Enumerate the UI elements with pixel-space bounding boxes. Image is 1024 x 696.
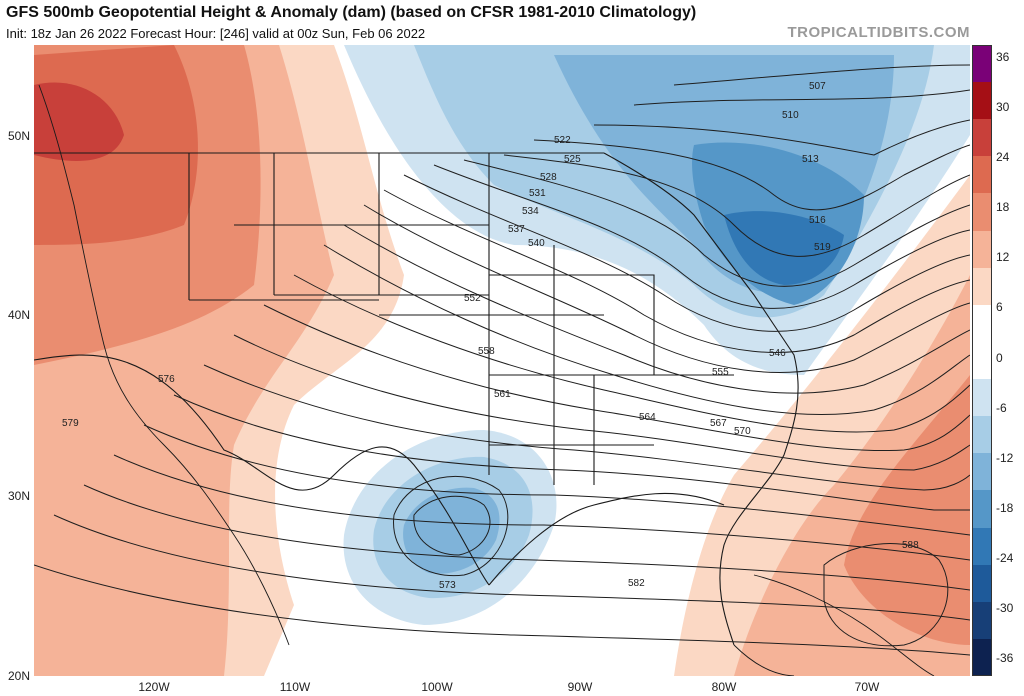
map-svg: 507 510 513 516 519 522 525 528 531 534 … [34, 45, 970, 676]
lat-label: 20N [7, 669, 30, 683]
colorbar-tick-label: 36 [996, 50, 1010, 64]
colorbar-swatch [972, 156, 992, 194]
contour-label: 576 [158, 374, 175, 385]
colorbar-swatch [972, 490, 992, 529]
coastlines [38, 84, 935, 676]
political-borders [34, 152, 799, 646]
contour-label: 546 [769, 348, 786, 359]
anomaly-map: 507 510 513 516 519 522 525 528 531 534 … [34, 45, 970, 676]
contour-label: 522 [554, 135, 571, 146]
height-contours [34, 64, 970, 656]
colorbar-swatch [972, 341, 992, 380]
contour-label: 573 [439, 580, 456, 591]
contour-label: 540 [528, 238, 545, 249]
colorbar-swatch [972, 453, 992, 491]
colorbar-swatch [972, 638, 992, 677]
contour-label: 534 [522, 206, 539, 217]
colorbar-swatch [972, 304, 992, 343]
contour-label: 564 [639, 412, 656, 423]
contour-label: 507 [809, 81, 826, 92]
lat-label: 50N [7, 129, 30, 143]
colorbar-swatch [972, 379, 992, 417]
contour-label: 537 [508, 224, 525, 235]
contour-label: 567 [710, 418, 727, 429]
colorbar-swatch [972, 230, 992, 269]
contour-label: 525 [564, 154, 581, 165]
contour-label: 558 [478, 346, 495, 357]
chart-title: GFS 500mb Geopotential Height & Anomaly … [6, 4, 697, 21]
contour-label: 531 [529, 188, 546, 199]
contour-label: 582 [628, 578, 645, 589]
colorbar-tick-label: 6 [996, 300, 1003, 315]
colorbar-tick-label: -36 [996, 651, 1014, 665]
colorbar-tick-label: 18 [996, 200, 1010, 215]
colorbar-swatch [972, 416, 992, 454]
colorbar-border [972, 45, 992, 676]
contour-label: 516 [809, 215, 826, 226]
colorbar-tick-label: -12 [996, 450, 1014, 465]
colorbar-tick-label: 30 [996, 100, 1010, 115]
colorbar-swatch [972, 601, 992, 640]
lon-label: 80W [711, 680, 737, 694]
contour-label: 579 [62, 418, 79, 429]
colorbar-tick-label: 12 [996, 250, 1010, 265]
lat-label: 30N [7, 489, 30, 503]
colorbar-tick-label: -6 [996, 400, 1007, 415]
lon-label: 90W [567, 680, 593, 694]
lon-label: 70W [854, 680, 880, 694]
contour-label: 552 [464, 293, 481, 304]
lat-label: 40N [7, 308, 30, 322]
colorbar-swatch [972, 193, 992, 232]
contour-label: 555 [712, 367, 729, 378]
contour-label: 510 [782, 110, 799, 121]
lon-label: 100W [421, 680, 453, 694]
colorbar-swatch [972, 82, 992, 120]
colorbar-tick-label: -30 [996, 600, 1014, 615]
colorbar-swatch [972, 45, 992, 83]
anomaly-cutoff-core [403, 487, 500, 574]
contour-label: 588 [902, 540, 919, 551]
colorbar [972, 45, 992, 677]
colorbar-swatch [972, 119, 992, 157]
contour-label: 561 [494, 389, 511, 400]
colorbar-tick-label: -24 [996, 550, 1014, 565]
contour-label: 528 [540, 172, 557, 183]
contour-labels: 507 510 513 516 519 522 525 528 531 534 … [62, 81, 919, 591]
anomaly-atlantic-strong [844, 375, 970, 645]
colorbar-swatch [972, 564, 992, 603]
colorbar-tick-label: -18 [996, 500, 1014, 515]
contour-label: 513 [802, 154, 819, 165]
colorbar-swatch [972, 267, 992, 306]
colorbar-tick-label: 0 [996, 350, 1003, 365]
colorbar-tick-label: 24 [996, 150, 1010, 165]
lon-label: 120W [138, 680, 170, 694]
contour-label: 570 [734, 426, 751, 437]
chart-subtitle: Init: 18z Jan 26 2022 Forecast Hour: [24… [6, 26, 426, 41]
colorbar-swatch [972, 527, 992, 566]
contour-label: 519 [814, 242, 831, 253]
anomaly-trough-core [724, 211, 844, 285]
anomaly-west-peak [34, 82, 124, 161]
lon-label: 110W [279, 680, 311, 694]
brand-watermark: TROPICALTIDBITS.COM [787, 24, 970, 41]
